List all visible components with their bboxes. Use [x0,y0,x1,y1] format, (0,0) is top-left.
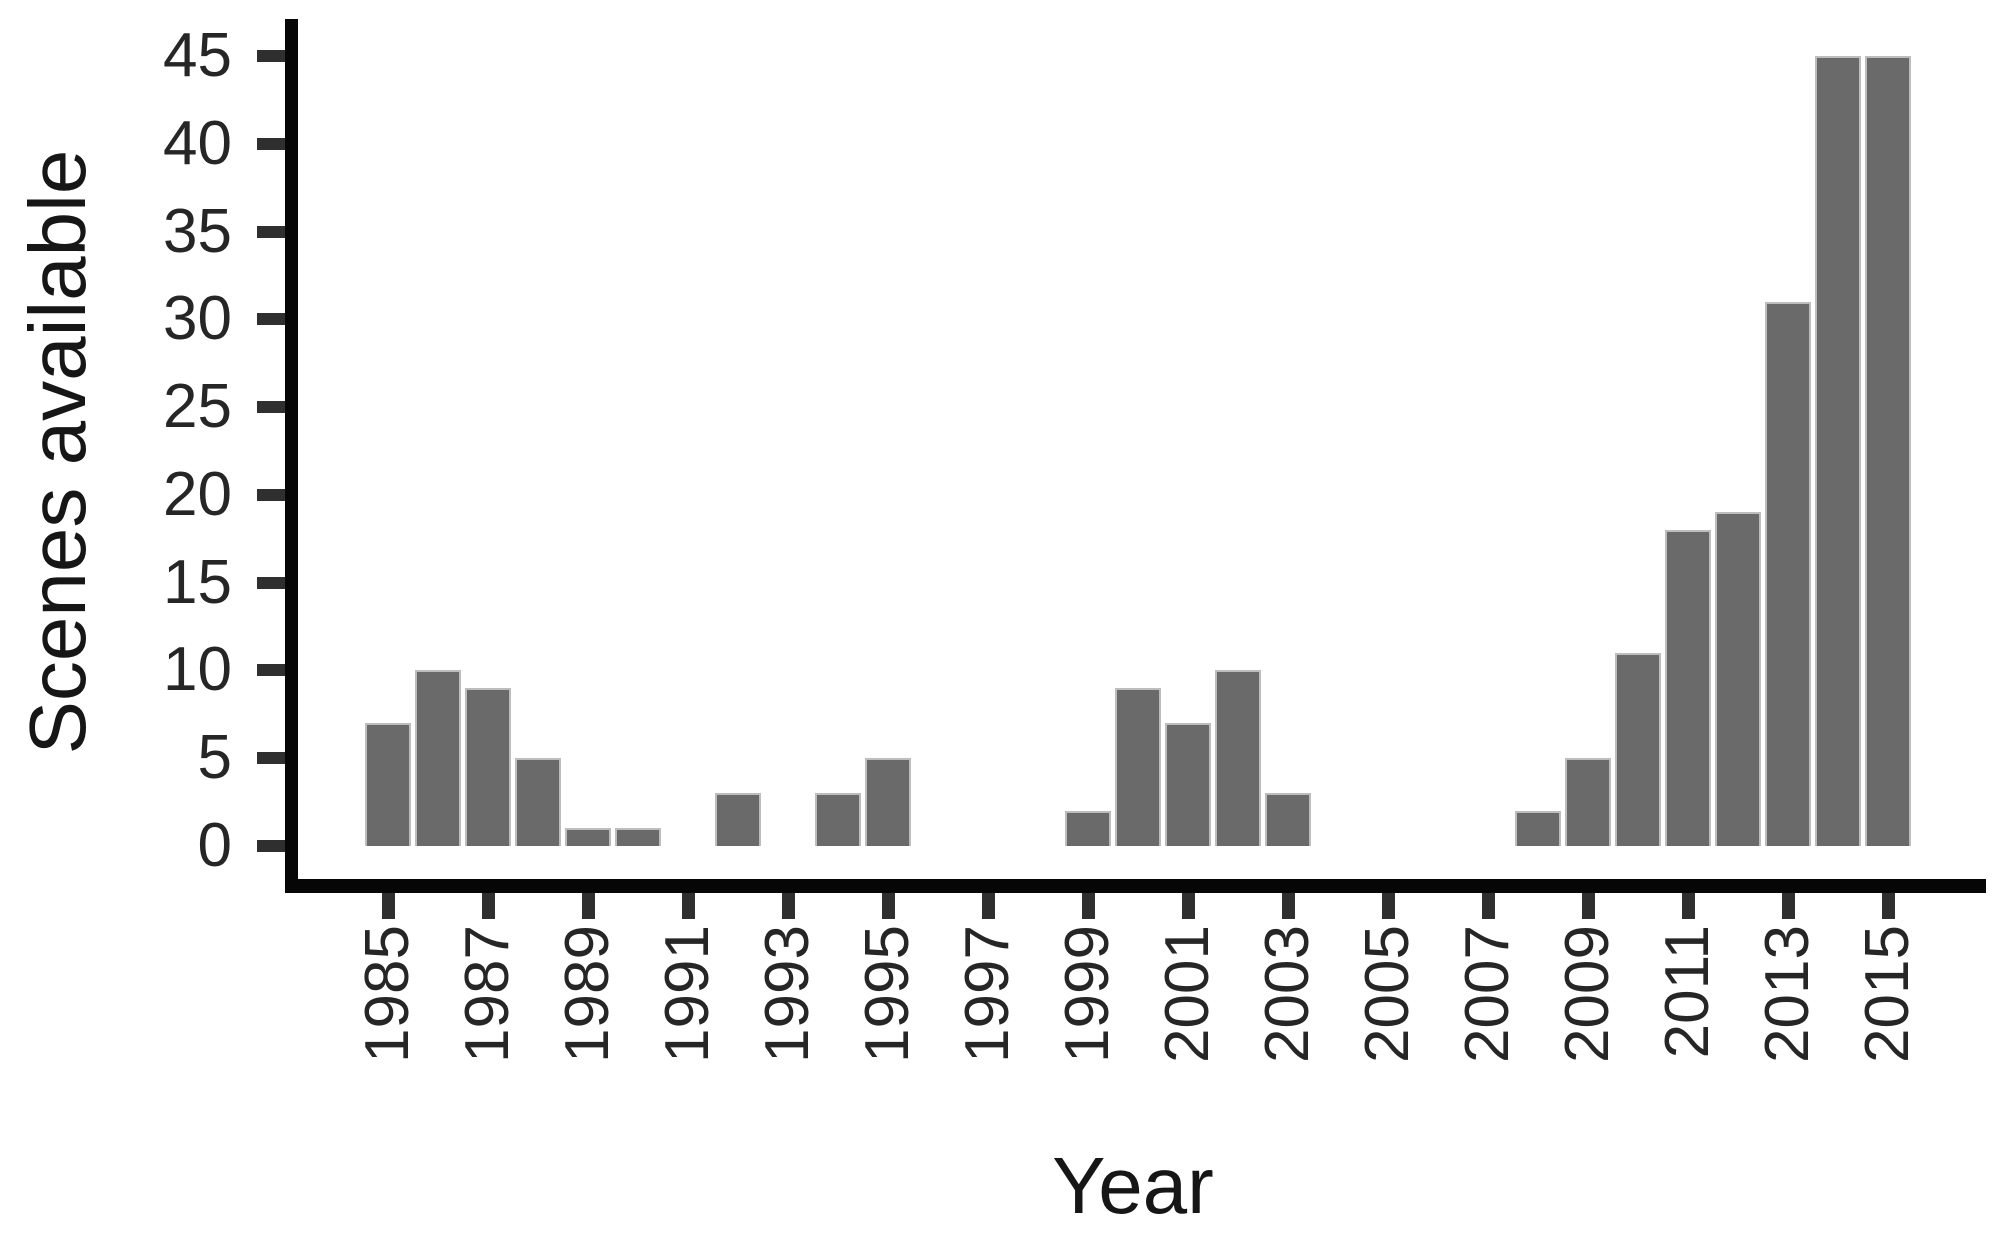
bar-1985 [365,723,411,846]
x-tick-1985 [382,893,395,919]
y-tick-label-0: 0 [197,811,232,880]
y-axis-title: Scenes available [13,149,102,755]
bar-2014 [1815,56,1861,846]
x-axis-title: Year [1052,1141,1214,1230]
bar-2009 [1565,758,1611,846]
bar-2010 [1615,652,1661,846]
x-tick-label-2005: 2005 [1353,925,1422,1063]
bar-2000 [1115,688,1161,846]
x-tick-2005 [1382,893,1395,919]
y-tick-15 [257,576,285,589]
x-tick-label-1995: 1995 [853,925,922,1063]
x-tick-1989 [582,893,595,919]
x-tick-label-2011: 2011 [1653,925,1722,1059]
bar-1990 [615,828,661,846]
y-tick-20 [257,488,285,501]
bar-2013 [1765,301,1811,846]
bar-2003 [1265,793,1311,846]
y-tick-45 [257,50,285,62]
bar-1989 [565,828,611,846]
x-tick-2013 [1782,893,1795,919]
y-tick-label-25: 25 [163,372,232,442]
y-tick-label-5: 5 [197,723,232,793]
bar-2011 [1665,530,1711,846]
x-tick-label-2007: 2007 [1453,925,1522,1063]
x-tick-label-2009: 2009 [1553,925,1622,1063]
x-tick-label-1993: 1993 [753,925,822,1063]
x-tick-label-1991: 1991 [653,925,722,1063]
x-tick-1991 [682,893,695,919]
y-tick-label-35: 35 [163,196,232,266]
bar-1992 [715,793,761,846]
y-tick-5 [257,752,285,765]
x-tick-label-1985: 1985 [353,925,422,1063]
x-tick-label-1999: 1999 [1053,925,1122,1063]
bar-1986 [415,670,461,846]
x-tick-2007 [1482,893,1495,919]
bar-2015 [1865,56,1911,846]
bar-2002 [1215,670,1261,846]
x-tick-label-2015: 2015 [1853,925,1922,1063]
y-tick-35 [257,225,285,238]
bar-1987 [465,688,511,846]
x-tick-2009 [1582,893,1595,919]
bar-1988 [515,758,561,846]
x-tick-1993 [782,893,795,919]
y-tick-10 [257,664,285,677]
x-tick-1999 [1082,893,1095,919]
bar-2012 [1715,512,1761,846]
y-tick-0 [257,840,285,852]
y-tick-40 [257,137,285,150]
x-tick-2001 [1182,893,1195,919]
x-tick-label-2003: 2003 [1253,925,1322,1063]
x-tick-label-1987: 1987 [453,925,522,1063]
y-tick-label-15: 15 [163,547,232,617]
x-tick-2011 [1682,893,1695,919]
x-tick-1995 [882,893,895,919]
bar-1995 [865,758,911,846]
y-tick-label-45: 45 [163,21,232,90]
y-tick-label-10: 10 [163,635,232,705]
x-tick-2003 [1282,893,1295,919]
x-tick-label-2001: 2001 [1153,925,1222,1063]
x-tick-1997 [982,893,995,919]
x-tick-label-2013: 2013 [1753,925,1822,1063]
y-tick-25 [257,401,285,414]
bar-1999 [1065,810,1111,846]
bar-2008 [1515,810,1561,846]
y-axis-line [285,19,298,893]
y-tick-label-20: 20 [163,459,232,529]
x-axis-line [285,879,1986,893]
y-tick-30 [257,313,285,326]
y-tick-label-30: 30 [163,284,232,354]
x-tick-2015 [1882,893,1895,919]
x-tick-label-1989: 1989 [553,925,622,1063]
bar-2001 [1165,723,1211,846]
y-tick-label-40: 40 [163,108,232,178]
bar-1994 [815,793,861,846]
x-tick-label-1997: 1997 [953,925,1022,1063]
x-tick-1987 [482,893,495,919]
